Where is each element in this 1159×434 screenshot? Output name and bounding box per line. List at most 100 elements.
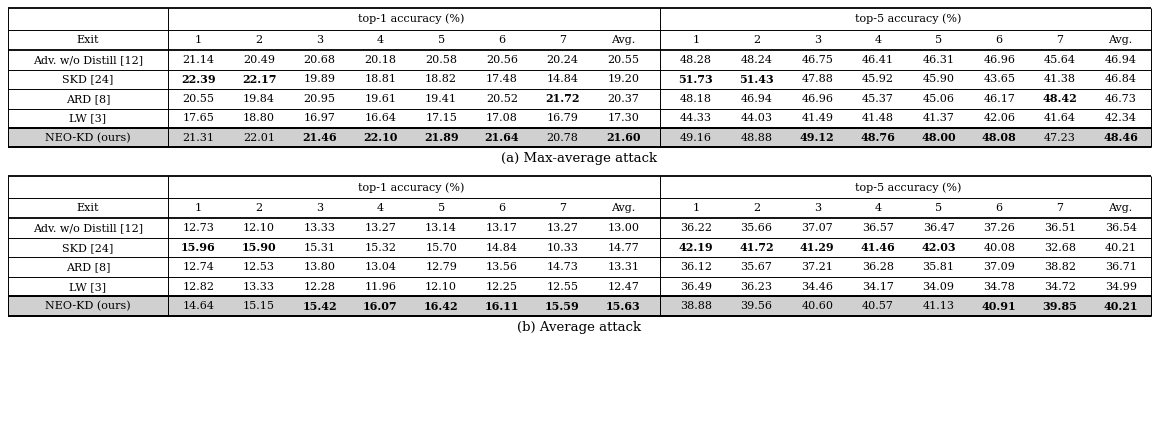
Text: 36.54: 36.54 — [1105, 223, 1137, 233]
Text: SKD [24]: SKD [24] — [63, 74, 114, 84]
Text: 15.42: 15.42 — [302, 301, 337, 312]
Text: Exit: Exit — [76, 35, 100, 45]
Text: 37.09: 37.09 — [983, 262, 1015, 272]
Text: 41.37: 41.37 — [923, 113, 955, 123]
Text: 19.89: 19.89 — [304, 74, 336, 84]
Text: 41.72: 41.72 — [739, 242, 774, 253]
Text: 20.95: 20.95 — [304, 94, 336, 104]
Text: 37.21: 37.21 — [801, 262, 833, 272]
Text: 14.73: 14.73 — [547, 262, 578, 272]
Text: 15.15: 15.15 — [243, 301, 275, 311]
Text: 12.74: 12.74 — [182, 262, 214, 272]
Text: 15.32: 15.32 — [364, 243, 396, 253]
Text: 7: 7 — [559, 204, 566, 214]
Text: top-5 accuracy (%): top-5 accuracy (%) — [855, 182, 962, 193]
Text: top-5 accuracy (%): top-5 accuracy (%) — [855, 14, 962, 24]
Text: 16.42: 16.42 — [424, 301, 459, 312]
Text: 34.72: 34.72 — [1044, 282, 1076, 292]
Text: 3: 3 — [316, 35, 323, 45]
Text: 1: 1 — [195, 35, 202, 45]
Text: 20.56: 20.56 — [486, 55, 518, 65]
Text: 19.61: 19.61 — [364, 94, 396, 104]
Text: 14.77: 14.77 — [607, 243, 639, 253]
Text: 43.65: 43.65 — [983, 74, 1015, 84]
Text: 42.34: 42.34 — [1105, 113, 1137, 123]
Text: 10.33: 10.33 — [547, 243, 578, 253]
Text: 2: 2 — [255, 35, 263, 45]
Text: 5: 5 — [438, 204, 445, 214]
Text: 40.60: 40.60 — [801, 301, 833, 311]
Text: 20.49: 20.49 — [243, 55, 275, 65]
Text: 1: 1 — [195, 204, 202, 214]
Text: 21.31: 21.31 — [182, 133, 214, 143]
Text: 18.80: 18.80 — [243, 113, 275, 123]
Text: 17.48: 17.48 — [486, 74, 518, 84]
Text: 21.72: 21.72 — [545, 93, 580, 104]
Text: 46.96: 46.96 — [801, 94, 833, 104]
Text: 16.11: 16.11 — [484, 301, 519, 312]
Text: 2: 2 — [753, 204, 760, 214]
Text: 36.22: 36.22 — [680, 223, 712, 233]
Text: 36.28: 36.28 — [862, 262, 894, 272]
Text: 41.29: 41.29 — [800, 242, 834, 253]
Text: 18.82: 18.82 — [425, 74, 457, 84]
Text: 41.13: 41.13 — [923, 301, 955, 311]
Text: 15.59: 15.59 — [545, 301, 580, 312]
Text: 13.14: 13.14 — [425, 223, 457, 233]
Text: Exit: Exit — [76, 204, 100, 214]
Text: 13.17: 13.17 — [486, 223, 518, 233]
Text: 5: 5 — [935, 35, 942, 45]
Text: Avg.: Avg. — [611, 204, 635, 214]
Text: 45.92: 45.92 — [862, 74, 894, 84]
Text: ARD [8]: ARD [8] — [66, 262, 110, 272]
Text: 46.84: 46.84 — [1105, 74, 1137, 84]
Text: 47.88: 47.88 — [801, 74, 833, 84]
Text: 13.56: 13.56 — [486, 262, 518, 272]
Text: 44.33: 44.33 — [680, 113, 712, 123]
Text: LW [3]: LW [3] — [70, 282, 107, 292]
Text: 12.25: 12.25 — [486, 282, 518, 292]
Text: 12.53: 12.53 — [243, 262, 275, 272]
Text: 21.89: 21.89 — [424, 132, 459, 143]
Text: 15.70: 15.70 — [425, 243, 457, 253]
Text: 46.41: 46.41 — [862, 55, 894, 65]
Text: 48.46: 48.46 — [1103, 132, 1138, 143]
Text: 32.68: 32.68 — [1044, 243, 1076, 253]
Text: 36.12: 36.12 — [680, 262, 712, 272]
Text: 36.47: 36.47 — [923, 223, 955, 233]
Text: 39.85: 39.85 — [1043, 301, 1078, 312]
Text: 41.64: 41.64 — [1044, 113, 1076, 123]
Text: 48.76: 48.76 — [860, 132, 896, 143]
Text: 22.17: 22.17 — [242, 74, 276, 85]
Text: 18.81: 18.81 — [364, 74, 396, 84]
Text: 36.71: 36.71 — [1105, 262, 1137, 272]
Text: 40.08: 40.08 — [983, 243, 1015, 253]
Text: 41.46: 41.46 — [860, 242, 895, 253]
Text: 42.19: 42.19 — [678, 242, 713, 253]
Text: 20.37: 20.37 — [607, 94, 639, 104]
Text: 20.18: 20.18 — [364, 55, 396, 65]
Text: 45.64: 45.64 — [1044, 55, 1076, 65]
Text: 7: 7 — [1057, 204, 1064, 214]
Text: 38.82: 38.82 — [1044, 262, 1076, 272]
Text: 4: 4 — [377, 35, 384, 45]
Text: 45.37: 45.37 — [862, 94, 894, 104]
Text: 12.10: 12.10 — [425, 282, 457, 292]
Text: 12.47: 12.47 — [607, 282, 639, 292]
Text: 48.18: 48.18 — [680, 94, 712, 104]
Text: 12.55: 12.55 — [547, 282, 578, 292]
Text: Avg.: Avg. — [1108, 204, 1132, 214]
Text: 34.09: 34.09 — [923, 282, 955, 292]
Text: 40.21: 40.21 — [1105, 243, 1137, 253]
Text: 41.49: 41.49 — [801, 113, 833, 123]
Text: 22.39: 22.39 — [181, 74, 216, 85]
Text: ARD [8]: ARD [8] — [66, 94, 110, 104]
Text: 39.56: 39.56 — [741, 301, 773, 311]
Text: 17.15: 17.15 — [425, 113, 457, 123]
Text: 35.67: 35.67 — [741, 262, 772, 272]
Text: 48.28: 48.28 — [680, 55, 712, 65]
Text: 6: 6 — [498, 35, 505, 45]
Text: 46.73: 46.73 — [1105, 94, 1137, 104]
Text: 35.66: 35.66 — [741, 223, 773, 233]
Text: top-1 accuracy (%): top-1 accuracy (%) — [358, 182, 464, 193]
